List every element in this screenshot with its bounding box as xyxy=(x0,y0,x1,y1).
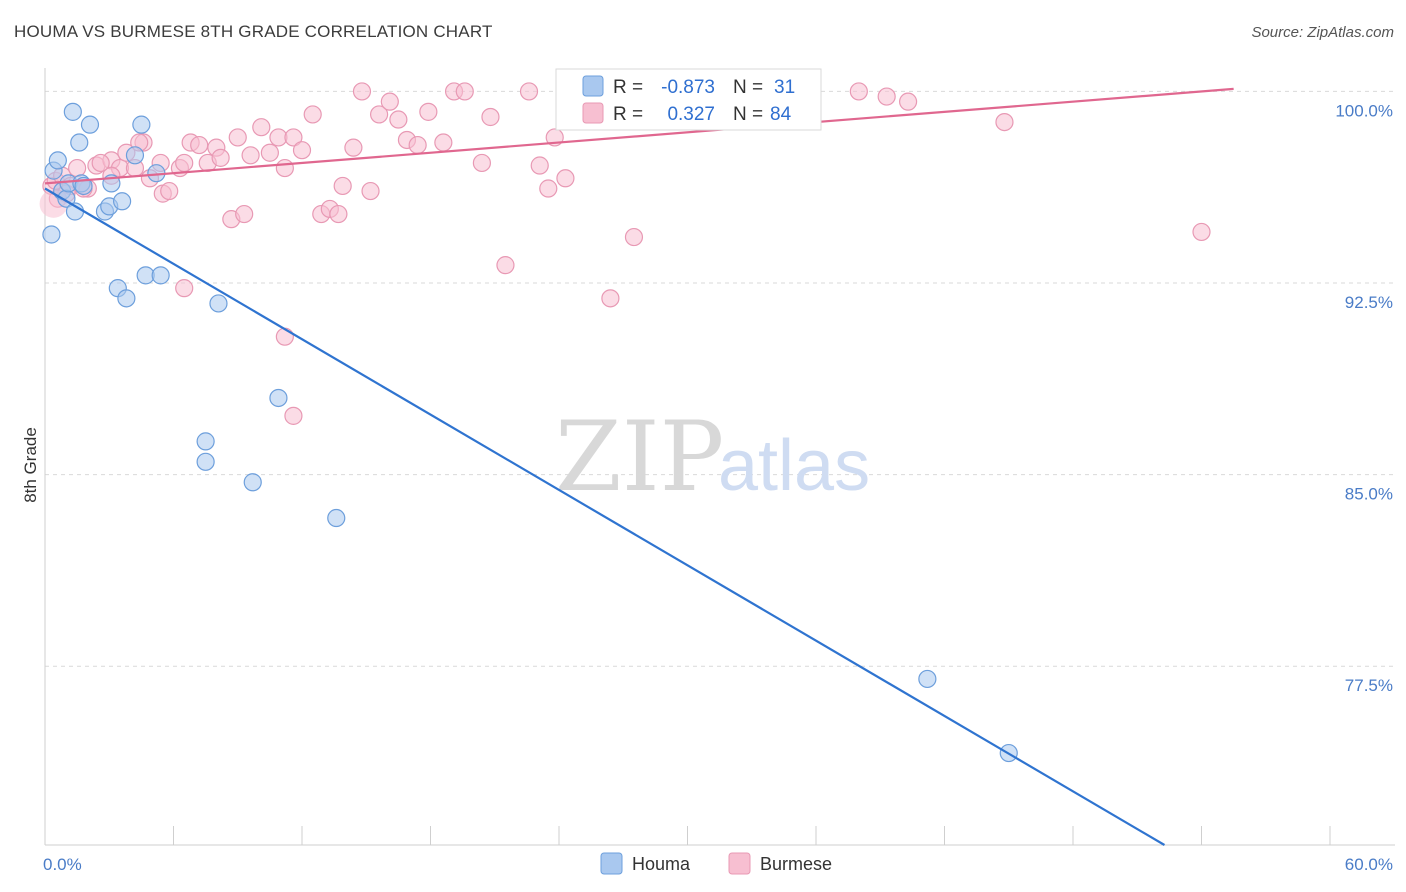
grid-lines xyxy=(45,90,1395,667)
burmese-point xyxy=(252,118,271,137)
legend-houma-swatch xyxy=(600,852,623,875)
x-tick-label: 0.0% xyxy=(43,855,82,874)
houma-r-value: -0.873 xyxy=(661,77,715,98)
houma-point xyxy=(196,432,215,451)
burmese-point xyxy=(898,92,918,111)
burmese-point xyxy=(275,327,294,346)
burmese-point xyxy=(91,153,110,173)
burmese-point xyxy=(530,156,549,175)
burmese-point xyxy=(1192,222,1211,242)
burmese-points xyxy=(39,82,1211,425)
burmese-point xyxy=(352,82,372,101)
burmese-point xyxy=(601,289,620,308)
burmese-point xyxy=(275,158,294,178)
ticks: 100.0% 92.5% 85.0% 77.5% 0.0% 60.0% xyxy=(43,101,1393,874)
burmese-point xyxy=(539,179,558,198)
burmese-trend-line xyxy=(44,87,1234,185)
burmese-point xyxy=(175,153,194,173)
houma-points xyxy=(42,102,1018,763)
houma-point xyxy=(918,669,937,689)
burmese-point xyxy=(175,279,194,298)
houma-n-value: 31 xyxy=(774,77,795,98)
legend-burmese-label: Burmese xyxy=(760,854,832,874)
burmese-point xyxy=(292,141,312,160)
y-axis-label: 8th Grade xyxy=(21,427,40,503)
burmese-point xyxy=(303,105,322,124)
watermark-zip: ZIP xyxy=(555,401,724,513)
burmese-point xyxy=(160,181,179,201)
burmese-point xyxy=(419,102,438,121)
burmese-point xyxy=(260,143,279,162)
houma-point xyxy=(209,294,228,313)
watermark-atlas: atlas xyxy=(718,426,870,506)
houma-point xyxy=(63,102,82,121)
houma-point xyxy=(125,146,145,165)
y-tick-label: 100.0% xyxy=(1335,101,1393,120)
burmese-point xyxy=(481,107,500,127)
y-tick-label: 85.0% xyxy=(1345,485,1393,504)
burmese-point xyxy=(380,92,399,111)
houma-point xyxy=(112,192,132,211)
burmese-point xyxy=(496,256,515,275)
burmese-point xyxy=(370,105,389,124)
burmese-r-label: R = xyxy=(613,104,643,125)
burmese-point xyxy=(228,128,247,147)
burmese-point xyxy=(190,135,209,155)
trend-lines xyxy=(44,87,1234,846)
stats-legend: R = -0.873 N = 31 R = 0.327 N = 84 xyxy=(555,68,822,131)
burmese-point xyxy=(235,204,254,224)
houma-point xyxy=(269,388,288,408)
burmese-point xyxy=(333,176,352,196)
burmese-point xyxy=(556,169,575,188)
y-tick-label: 77.5% xyxy=(1345,676,1393,695)
burmese-point xyxy=(877,87,896,106)
burmese-point xyxy=(519,82,539,101)
burmese-point xyxy=(284,406,303,425)
burmese-point xyxy=(344,138,363,157)
burmese-point xyxy=(68,158,87,178)
houma-n-label: N = xyxy=(733,77,763,98)
houma-trend-line xyxy=(44,187,1166,846)
x-tick-label: 60.0% xyxy=(1345,855,1393,874)
burmese-point xyxy=(408,135,427,155)
burmese-point xyxy=(389,110,408,129)
houma-point xyxy=(243,473,262,492)
houma-point xyxy=(151,266,170,285)
houma-point xyxy=(42,225,61,244)
houma-point xyxy=(196,452,215,471)
houma-point xyxy=(48,151,67,170)
burmese-point xyxy=(434,133,453,152)
burmese-point xyxy=(241,146,260,165)
burmese-n-label: N = xyxy=(733,104,763,125)
legend-burmese-swatch xyxy=(728,852,751,875)
burmese-point xyxy=(849,82,868,101)
burmese-point xyxy=(472,153,491,173)
burmese-point xyxy=(624,227,644,247)
burmese-swatch xyxy=(582,102,604,124)
houma-swatch xyxy=(582,75,604,97)
burmese-point xyxy=(284,128,303,147)
source-credit: Source: ZipAtlas.com xyxy=(1251,24,1394,41)
houma-point xyxy=(70,133,89,152)
burmese-point xyxy=(455,82,474,101)
watermark: ZIP atlas xyxy=(555,401,870,513)
burmese-point xyxy=(329,204,348,224)
burmese-point xyxy=(995,112,1014,132)
houma-point xyxy=(117,289,136,308)
houma-point xyxy=(132,115,151,134)
burmese-n-value: 84 xyxy=(770,104,792,125)
chart-title: HOUMA VS BURMESE 8TH GRADE CORRELATION C… xyxy=(14,22,493,41)
burmese-r-value: 0.327 xyxy=(667,104,715,125)
series-legend: Houma Burmese xyxy=(600,852,832,875)
burmese-point xyxy=(361,181,380,201)
legend-houma-label: Houma xyxy=(632,854,691,874)
houma-r-label: R = xyxy=(613,77,643,98)
burmese-point xyxy=(211,148,230,167)
houma-point xyxy=(80,115,100,134)
y-tick-label: 92.5% xyxy=(1345,293,1393,312)
houma-point xyxy=(327,508,346,528)
